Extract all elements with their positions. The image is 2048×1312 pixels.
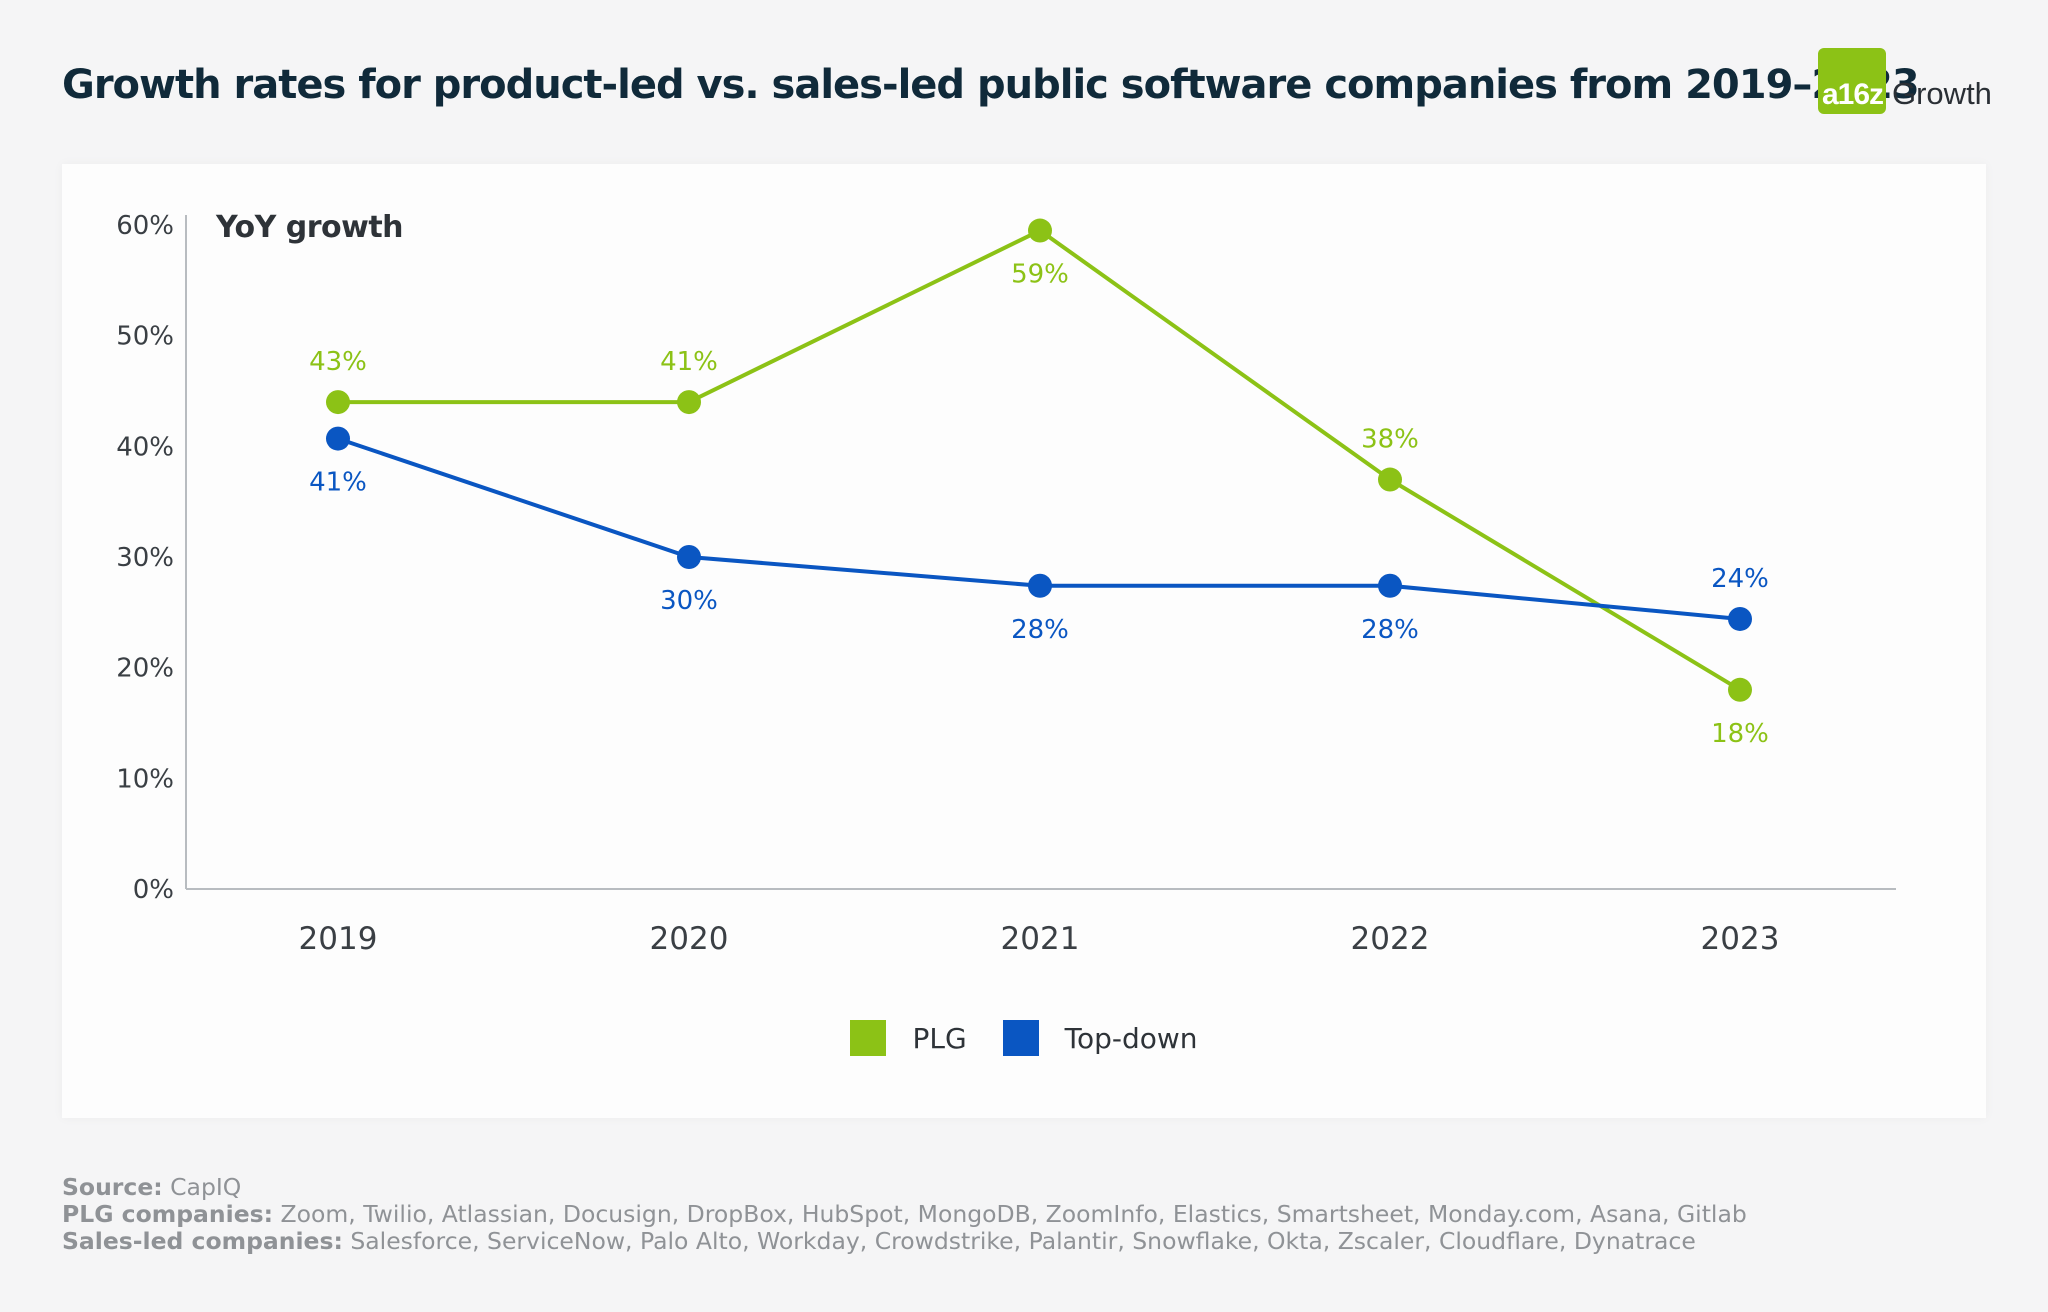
source-line: Source: CapIQ — [62, 1174, 1747, 1201]
source-label: Source: — [62, 1173, 163, 1201]
data-point-plg-2021 — [1028, 218, 1052, 243]
sales-companies-label: Sales-led companies: — [62, 1227, 343, 1255]
x-tick-label-2019: 2019 — [299, 921, 378, 957]
legend: PLG Top-down — [62, 1020, 1986, 1056]
y-tick-label-60: 60% — [116, 211, 174, 241]
legend-swatch-plg — [850, 1020, 887, 1056]
y-tick-label-50: 50% — [116, 322, 174, 352]
x-tick-label-2022: 2022 — [1351, 921, 1430, 957]
x-tick-label-2023: 2023 — [1701, 921, 1780, 957]
source-value: CapIQ — [170, 1173, 242, 1201]
data-label-plg-2019: 43% — [309, 347, 367, 377]
a16z-growth-logo: a16z Growth — [1818, 48, 1992, 114]
plg-companies-label: PLG companies: — [62, 1200, 274, 1228]
line-chart: 0% 10% 20% 30% 40% 50% 60% 2019 2020 2021 2022 2023… — [116, 210, 1896, 957]
y-tick-label-20: 20% — [116, 654, 174, 684]
chart-card: 0% 10% 20% 30% 40% 50% 60% 2019 2020 2021 2022 2023… — [62, 164, 1986, 1118]
data-label-topdown-2020: 30% — [660, 586, 718, 616]
x-tick-label-2020: 2020 — [650, 921, 729, 957]
plg-companies-value: Zoom, Twilio, Atlassian, Docusign, DropB… — [280, 1200, 1747, 1228]
data-point-topdown-2023 — [1728, 606, 1752, 631]
logo-mark: a16z — [1818, 48, 1886, 114]
legend-label-topdown: Top-down — [1064, 1021, 1198, 1055]
data-label-plg-2023: 18% — [1711, 719, 1769, 749]
data-point-plg-2023 — [1728, 677, 1752, 702]
y-tick-label-0: 0% — [133, 875, 174, 905]
data-label-topdown-2022: 28% — [1361, 615, 1419, 645]
legend-swatch-topdown — [1002, 1020, 1039, 1056]
logo-text: Growth — [1892, 76, 1992, 111]
data-label-plg-2020: 41% — [660, 347, 718, 377]
y-axis-title: YoY growth — [215, 210, 403, 245]
data-label-plg-2022: 38% — [1361, 425, 1419, 455]
plg-companies-line: PLG companies: Zoom, Twilio, Atlassian, … — [62, 1201, 1747, 1228]
legend-item-topdown: Top-down — [1002, 1020, 1198, 1056]
footer-notes: Source: CapIQ PLG companies: Zoom, Twili… — [62, 1174, 1747, 1255]
data-point-plg-2019 — [326, 390, 350, 415]
data-point-topdown-2022 — [1378, 573, 1402, 598]
y-tick-label-30: 30% — [116, 543, 174, 573]
logo-mark-text: a16z — [1822, 78, 1884, 111]
data-point-plg-2022 — [1378, 467, 1402, 492]
x-tick-label-2021: 2021 — [1001, 921, 1080, 957]
y-tick-label-40: 40% — [116, 432, 174, 462]
sales-companies-line: Sales-led companies: Salesforce, Service… — [62, 1228, 1747, 1255]
sales-companies-value: Salesforce, ServiceNow, Palo Alto, Workd… — [350, 1227, 1696, 1255]
data-label-topdown-2019: 41% — [309, 468, 367, 498]
data-label-plg-2021: 59% — [1011, 260, 1069, 290]
data-point-topdown-2020 — [677, 545, 701, 569]
data-point-plg-2020 — [677, 390, 701, 415]
legend-item-plg: PLG — [850, 1020, 967, 1056]
data-label-topdown-2021: 28% — [1011, 615, 1069, 645]
data-point-topdown-2019 — [326, 426, 350, 451]
data-label-topdown-2023: 24% — [1711, 564, 1769, 594]
data-point-topdown-2021 — [1028, 573, 1052, 598]
legend-label-plg: PLG — [912, 1021, 967, 1055]
chart-title: Growth rates for product-led vs. sales-l… — [62, 62, 1920, 108]
y-tick-label-10: 10% — [116, 764, 174, 794]
